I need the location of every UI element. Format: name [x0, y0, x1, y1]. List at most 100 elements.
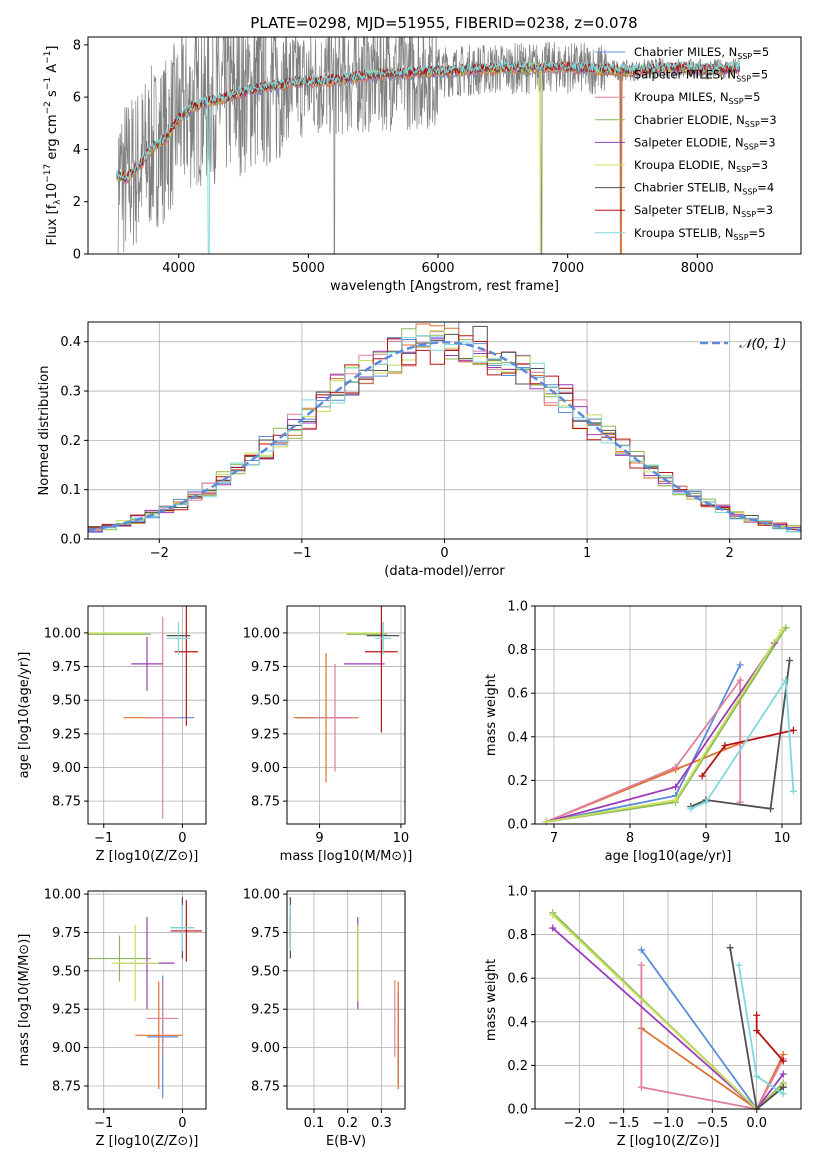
x-tick-label: 7	[550, 831, 558, 846]
y-label-part: −2	[43, 101, 53, 114]
legend-label-name: Chabrier ELODIE, N	[634, 113, 745, 127]
weight-marker	[779, 1070, 787, 1078]
y-tick-label: 8.75	[251, 795, 280, 810]
weight-line	[552, 914, 784, 1109]
x-tick-label: −2	[150, 546, 169, 561]
y-tick-label: 0.6	[507, 687, 528, 702]
x-tick-label: −1.0	[652, 1116, 684, 1131]
weight-line	[552, 912, 784, 1109]
weight-marker	[672, 796, 680, 804]
y-tick-label: 9.50	[52, 694, 81, 709]
weight-marker	[702, 798, 710, 806]
y-tick-label: 9.00	[251, 1041, 280, 1056]
data-point	[158, 1034, 160, 1037]
legend-label-value: =5	[752, 45, 769, 59]
y-label-part: 10	[45, 183, 60, 200]
y-tick-label: 0.6	[507, 972, 528, 987]
y-tick-label: 1.0	[507, 600, 528, 615]
data-point	[181, 927, 184, 929]
y-tick-label: 0.2	[507, 774, 528, 789]
x-tick-label: 0	[178, 831, 186, 846]
y-tick-label: 8.75	[52, 1079, 81, 1094]
x-tick-label: −2.0	[564, 1116, 596, 1131]
axes-frame	[534, 605, 802, 825]
x-axis-label: E(B-V)	[326, 1134, 366, 1149]
y-tick-label: 0.0	[507, 1103, 528, 1118]
legend-label-name: Kroupa MILES, N	[634, 90, 729, 104]
data-point	[146, 663, 148, 665]
y-tick-label: 9.75	[52, 926, 81, 941]
x-tick-label: 7000	[551, 261, 584, 276]
data-point	[289, 927, 292, 929]
x-tick-label: 9	[702, 831, 710, 846]
legend-label-sub: SSP	[742, 188, 757, 197]
weight-marker	[779, 1083, 787, 1091]
weight-marker	[735, 961, 743, 969]
x-tick-label: 8000	[681, 261, 714, 276]
y-tick-label: 0.3	[60, 385, 81, 400]
axes-frame	[286, 605, 406, 825]
weight-marker	[778, 626, 786, 634]
legend-label: Salpeter STELIB, NSSP=3	[634, 203, 773, 219]
weight-marker	[786, 657, 794, 664]
y-axis-label: mass weight	[484, 959, 499, 1041]
y-tick-label: 0.8	[507, 643, 528, 658]
weight-line	[546, 677, 742, 823]
y-tick-label: 10.00	[44, 888, 81, 903]
weight-line	[690, 660, 791, 810]
x-tick-label: 1	[583, 546, 591, 561]
weight-marker	[767, 805, 775, 813]
data-point	[380, 650, 383, 653]
weight-marker	[779, 1090, 787, 1098]
weight-marker	[637, 946, 645, 954]
y-label-part: −17	[43, 164, 53, 183]
panel-z-weight: −2.0 −1.5 −1.0 −0.5 0.0 0.0 0.2 0.4 0.6 0.8 1.0 Z […	[484, 885, 802, 1149]
legend-label-value: =3	[760, 113, 777, 127]
data-point	[114, 633, 117, 636]
x-tick-label: 6000	[421, 261, 454, 276]
x-tick-label: 0	[440, 546, 448, 561]
weight-marker	[726, 944, 734, 952]
weight-marker	[753, 1072, 761, 1080]
y-axis-label: mass [log10(M/M⊙)]	[17, 934, 32, 1067]
data-point	[181, 716, 184, 719]
axes-frame	[87, 321, 802, 540]
y-tick-label: 10.00	[243, 888, 280, 903]
legend-label-sub: SSP	[736, 75, 751, 84]
legend-label-sub: SSP	[737, 52, 752, 61]
legend-label-name: Chabrier STELIB, N	[634, 181, 742, 195]
x-tick-label: 0.2	[337, 1116, 358, 1131]
data-point	[365, 633, 368, 636]
y-tick-label: 2	[73, 195, 81, 210]
legend-label: Kroupa STELIB, NSSP=5	[634, 226, 765, 242]
x-axis-label: (data-model)/error	[384, 564, 505, 579]
data-point	[161, 716, 164, 719]
y-tick-label: 0.4	[507, 1015, 528, 1030]
y-tick-label: 8.75	[251, 1079, 280, 1094]
data-point	[394, 1017, 396, 1020]
weight-marker	[549, 924, 557, 932]
data-point	[382, 637, 384, 640]
legend-label-sub: SSP	[736, 165, 751, 174]
legend-label-name: Salpeter ELODIE, N	[634, 135, 744, 149]
weight-marker	[698, 772, 706, 780]
panel-mass-age: 9 10 8.75 9.00 9.25 9.50 9.75 10.00 mass [log10(…	[243, 605, 412, 864]
legend-label-value: =4	[757, 181, 774, 195]
y-axis-label: mass weight	[484, 674, 499, 756]
legend-label: Chabrier MILES, NSSP=5	[634, 45, 769, 61]
axes-frame	[286, 890, 406, 1110]
x-tick-label: −1	[292, 546, 311, 561]
y-tick-label: 9.50	[251, 694, 280, 709]
y-tick-label: 0.2	[507, 1059, 528, 1074]
x-axis-label: Z [log10(Z/Z⊙)]	[617, 1134, 720, 1149]
panel-z-age: −1 0 8.75 9.00 9.25 9.50 9.75 10.00 Z [log10(Z/Z…	[17, 605, 207, 864]
residual-histogram	[88, 335, 801, 533]
weight-marker	[753, 1011, 761, 1019]
y-tick-label: 0	[73, 248, 81, 263]
weight-marker	[637, 961, 645, 969]
y-tick-label: 10.00	[44, 626, 81, 641]
y-tick-label: 0.2	[60, 434, 81, 449]
y-axis-label: Normed distribution	[37, 366, 52, 496]
y-tick-label: 9.75	[251, 926, 280, 941]
weight-marker	[672, 783, 680, 791]
